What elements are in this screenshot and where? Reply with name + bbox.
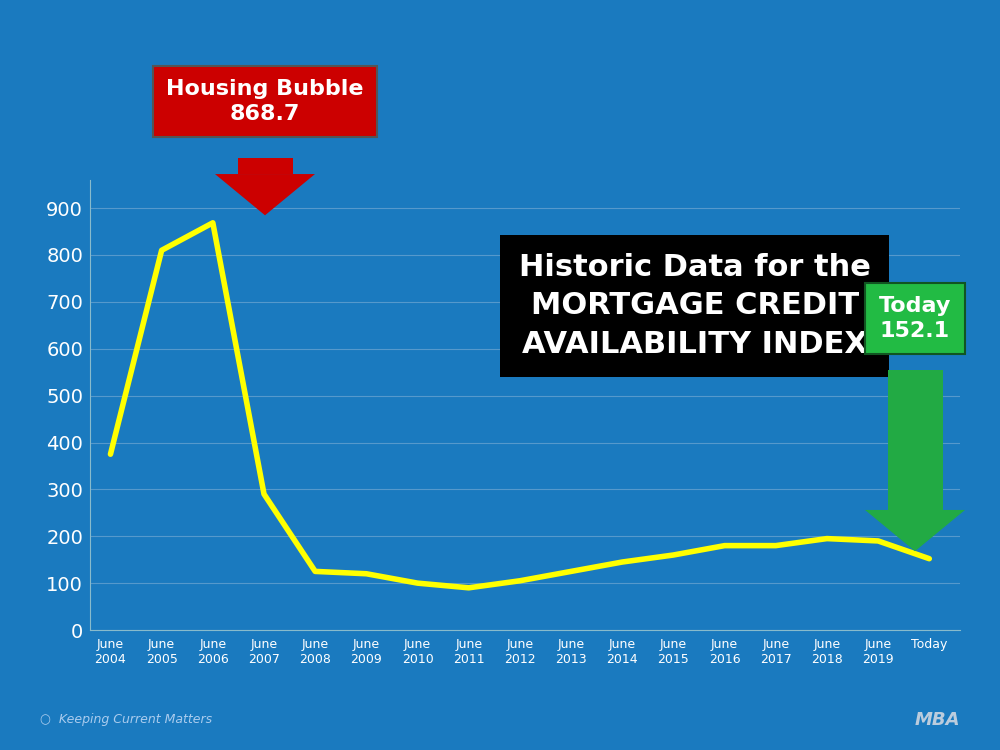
Text: Housing Bubble
868.7: Housing Bubble 868.7 [166, 79, 364, 124]
Text: Historic Data for the
MORTGAGE CREDIT
AVAILABILITY INDEX: Historic Data for the MORTGAGE CREDIT AV… [519, 254, 871, 358]
Text: ○  Keeping Current Matters: ○ Keeping Current Matters [40, 713, 212, 727]
Text: MBA: MBA [914, 711, 960, 729]
Text: Today
152.1: Today 152.1 [879, 296, 951, 341]
